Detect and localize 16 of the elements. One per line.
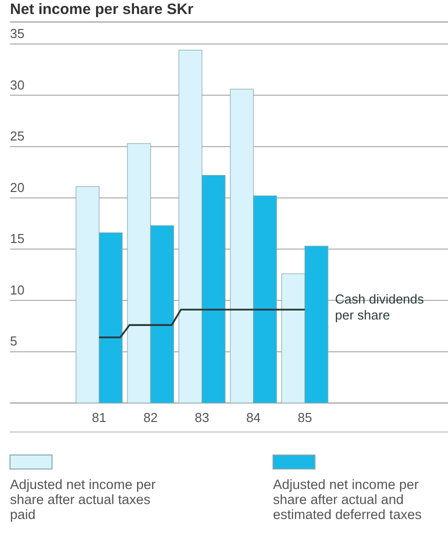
y-tick-label: 15 <box>10 231 24 246</box>
y-tick-label: 35 <box>10 26 24 41</box>
y-tick-label: 25 <box>10 128 24 144</box>
y-tick-label: 10 <box>10 282 24 298</box>
chart-title: Net income per share SKr <box>10 1 194 18</box>
x-tick-label: 81 <box>92 410 106 425</box>
x-tick-label: 85 <box>298 410 312 425</box>
x-tick-label: 83 <box>194 410 210 425</box>
legend-label: Adjusted net income per share after actual and estimated deferred taxes <box>273 477 422 522</box>
x-tick-label: 82 <box>143 410 158 425</box>
text: Cash dividends per share <box>335 292 424 323</box>
y-tick-label: 20 <box>10 180 24 195</box>
y-tick-label: 5 <box>10 334 18 349</box>
y-tick-label: 30 <box>10 77 24 92</box>
legend-label: Adjusted net income per share after actual taxes paid <box>10 477 156 522</box>
x-tick-label: 84 <box>246 410 261 425</box>
